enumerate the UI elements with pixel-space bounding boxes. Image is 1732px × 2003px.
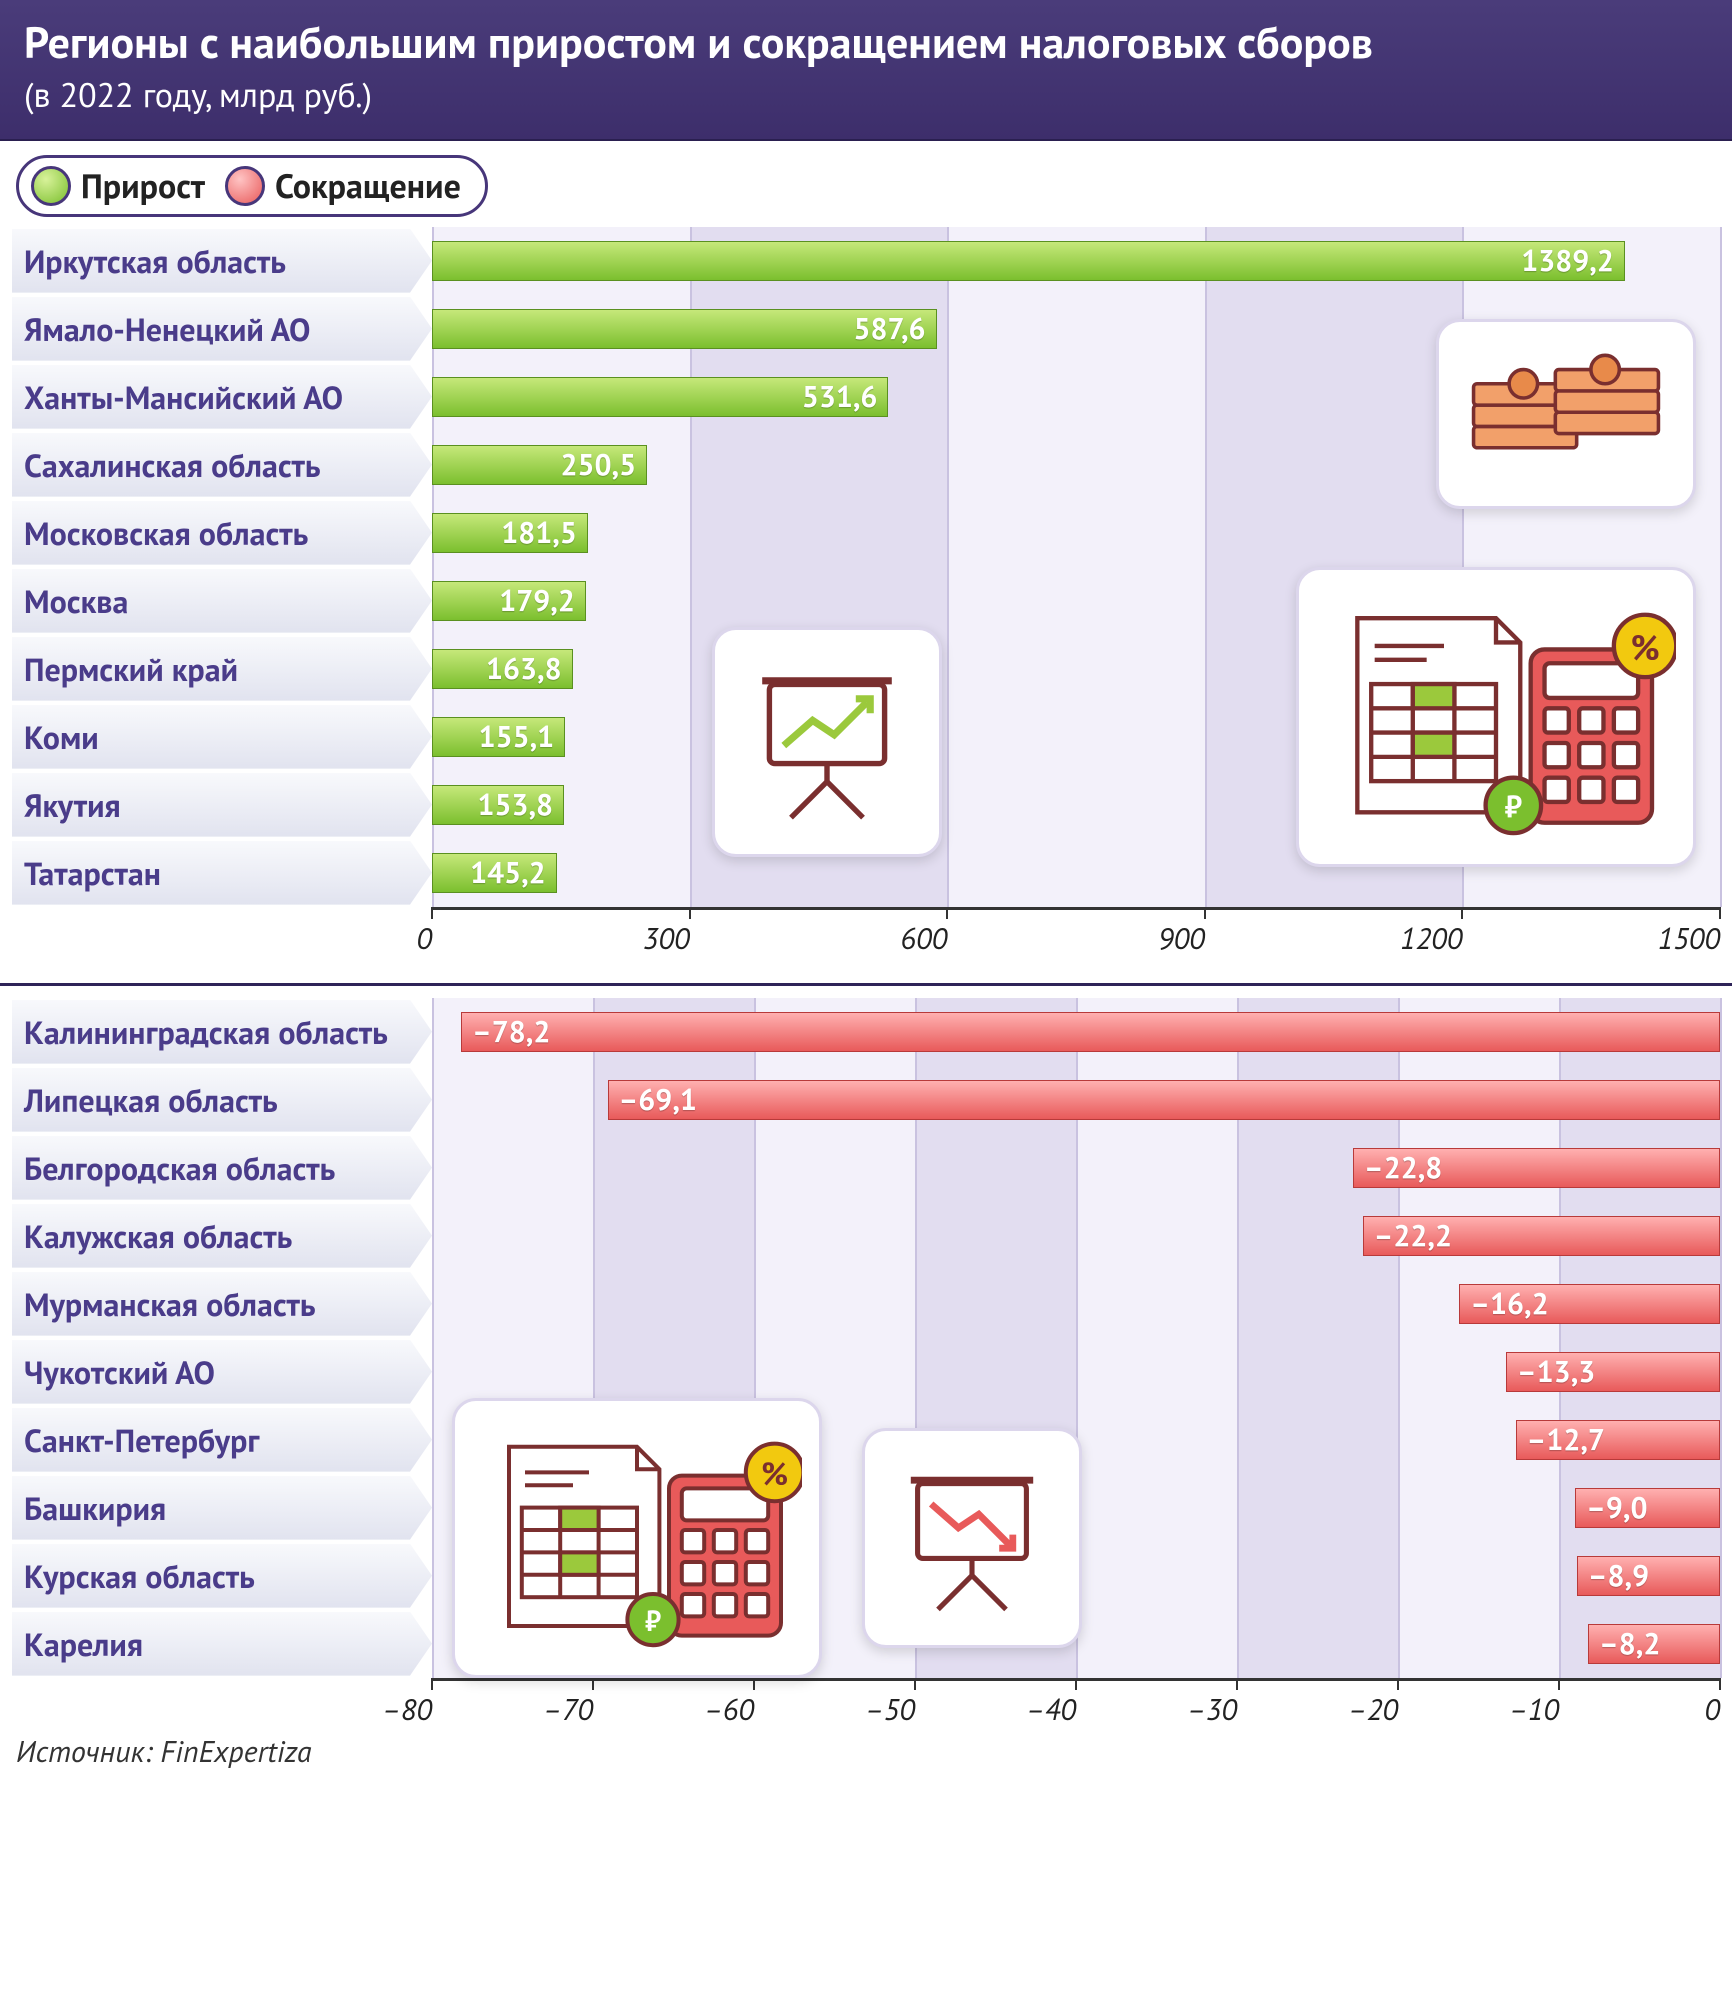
bar-value: –69,1 [619,1080,697,1119]
bar: 531,6 [432,377,888,417]
bar: 153,8 [432,785,564,825]
bar: 179,2 [432,581,586,621]
bar-value: 163,8 [486,649,562,688]
bar-value: –16,2 [1470,1284,1548,1323]
bar: –22,2 [1363,1216,1720,1256]
legend-label-growth: Прирост [81,164,205,208]
decline-chart: Калининградская область –78,2 Липецкая обл… [12,998,1720,1724]
bar: –69,1 [608,1080,1721,1120]
bar: –22,8 [1353,1148,1720,1188]
row-label: Курская область [12,1544,432,1608]
svg-text:₽: ₽ [645,1601,661,1638]
bar: 181,5 [432,513,588,553]
bar-value: –9,0 [1586,1488,1647,1527]
row-label: Коми [12,705,432,769]
easel-chart-down-icon [862,1428,1082,1648]
row-label: Ямало-Ненецкий АО [12,297,432,361]
growth-chart: Иркутская область 1389,2 Ямало-Ненецкий АО… [12,227,1720,953]
bar-value: 145,2 [470,853,546,892]
bar-value: 587,6 [854,309,926,348]
bar: –78,2 [461,1012,1720,1052]
row-label: Чукотский АО [12,1340,432,1404]
row-label: Сахалинская область [12,433,432,497]
doc-calc-icon: % ₽ [1296,567,1696,867]
bar-value: –22,8 [1364,1148,1442,1187]
bar-value: 250,5 [560,445,636,484]
legend-item-growth: Прирост [31,164,205,208]
row-label: Московская область [12,501,432,565]
bar: 587,6 [432,309,937,349]
bar: –8,2 [1588,1624,1720,1664]
doc-calc-red-icon: % ₽ [452,1398,822,1678]
row-label: Белгородская область [12,1136,432,1200]
row-label: Башкирия [12,1476,432,1540]
decline-axis: –80–70–60–50–40–30–20–100 [432,1678,1720,1724]
bar: 145,2 [432,853,557,893]
row-label: Калининградская область [12,1000,432,1064]
svg-text:%: % [761,1452,788,1494]
legend: Прирост Сокращение [16,155,488,217]
legend-item-decline: Сокращение [225,164,461,208]
row-label: Карелия [12,1612,432,1676]
bar-value: –13,3 [1517,1352,1595,1391]
bar: –8,9 [1577,1556,1720,1596]
easel-chart-up-icon [712,627,942,857]
bar: –13,3 [1506,1352,1720,1392]
section-divider [0,983,1732,986]
bar: 1389,2 [432,241,1625,281]
row-label: Иркутская область [12,229,432,293]
row-label: Татарстан [12,841,432,905]
bar-value: –8,2 [1599,1624,1660,1663]
bar-value: 155,1 [479,717,555,756]
row-label: Липецкая область [12,1068,432,1132]
chart-row: Чукотский АО –13,3 [12,1338,1720,1406]
row-label: Калужская область [12,1204,432,1268]
row-label: Якутия [12,773,432,837]
page-subtitle: (в 2022 году, млрд руб.) [24,73,1708,117]
bar-value: –8,9 [1588,1556,1649,1595]
header: Регионы с наибольшим приростом и сокраще… [0,0,1732,141]
bar: 155,1 [432,717,565,757]
row-label: Москва [12,569,432,633]
chart-row: Липецкая область –69,1 [12,1066,1720,1134]
chart-row: Московская область 181,5 [12,499,1720,567]
bar-value: 531,6 [802,377,878,416]
bar: 250,5 [432,445,647,485]
legend-dot-growth [31,166,71,206]
bar-value: 181,5 [501,513,577,552]
chart-row: Иркутская область 1389,2 [12,227,1720,295]
growth-axis: 030060090012001500 [432,907,1720,953]
bar: –12,7 [1516,1420,1720,1460]
bar-value: 179,2 [499,581,575,620]
chart-row: Калужская область –22,2 [12,1202,1720,1270]
row-label: Санкт-Петербург [12,1408,432,1472]
bar-value: 1389,2 [1521,241,1614,280]
row-label: Ханты-Мансийский АО [12,365,432,429]
bar-value: –12,7 [1527,1420,1605,1459]
chart-row: Мурманская область –16,2 [12,1270,1720,1338]
legend-dot-decline [225,166,265,206]
row-label: Пермский край [12,637,432,701]
svg-text:%: % [1631,624,1660,669]
bar-value: –22,2 [1374,1216,1452,1255]
money-stack-icon [1436,319,1696,509]
row-label: Мурманская область [12,1272,432,1336]
legend-label-decline: Сокращение [275,164,461,208]
bar: –9,0 [1575,1488,1720,1528]
chart-row: Белгородская область –22,8 [12,1134,1720,1202]
bar: 163,8 [432,649,573,689]
chart-row: Калининградская область –78,2 [12,998,1720,1066]
bar-value: 153,8 [477,785,553,824]
svg-text:₽: ₽ [1504,785,1522,826]
source-footer: Источник: FinExpertiza [0,1724,1732,1787]
page-title: Регионы с наибольшим приростом и сокраще… [24,18,1708,69]
bar: –16,2 [1459,1284,1720,1324]
bar-value: –78,2 [472,1012,550,1051]
